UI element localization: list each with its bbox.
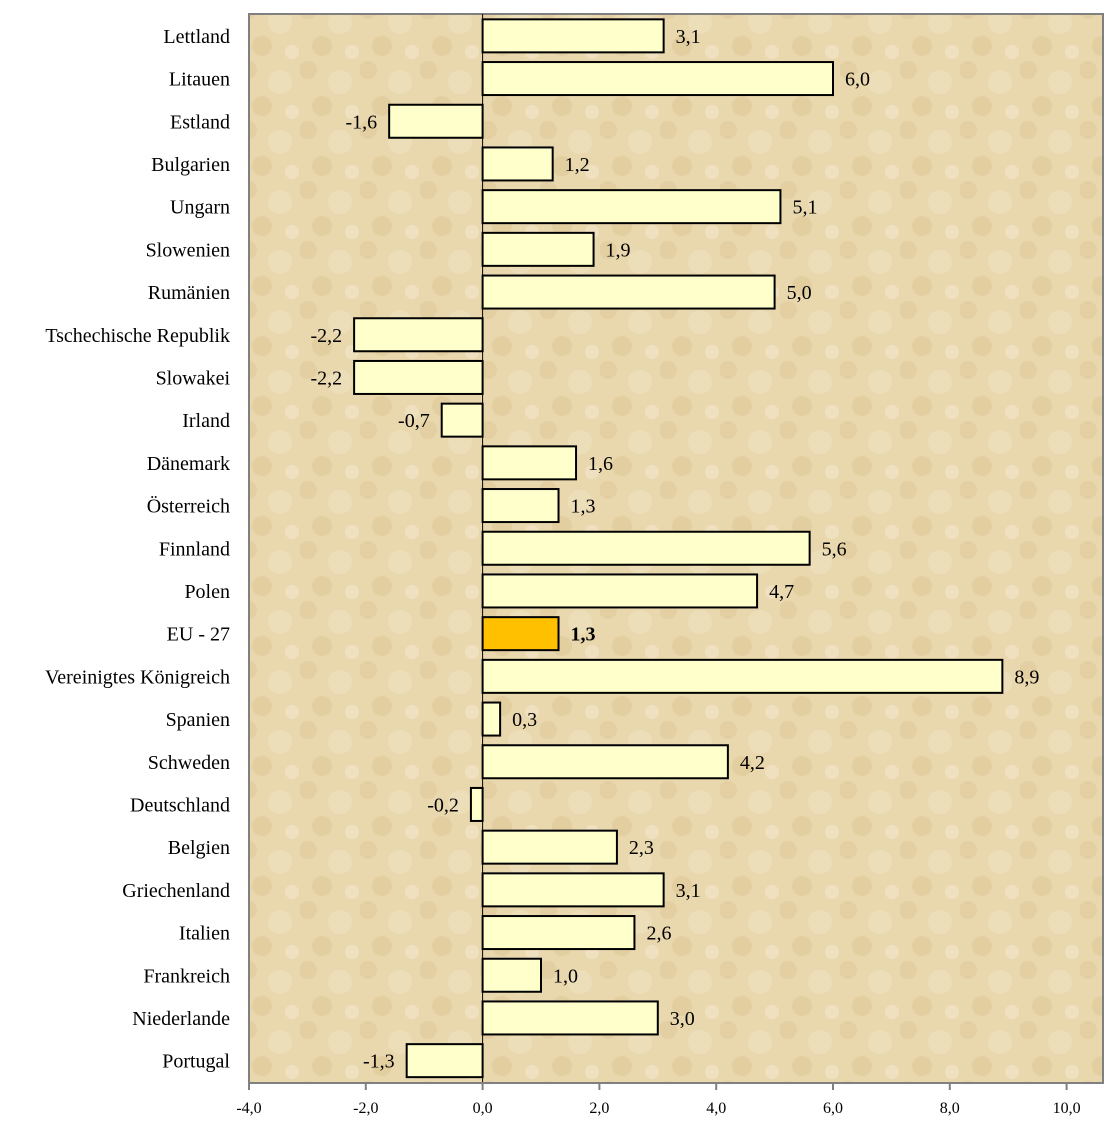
x-tick-label: -4,0 (236, 1100, 261, 1117)
bar-0 (481, 18, 665, 54)
category-label: Dänemark (147, 453, 230, 475)
bar-15 (481, 658, 1004, 694)
bar-20 (481, 872, 665, 908)
category-label: Bulgarien (151, 154, 230, 176)
value-label: 5,6 (822, 538, 847, 560)
category-label: Tschechische Republik (45, 325, 230, 347)
x-tick-label: 10,0 (1053, 1100, 1081, 1117)
x-tick-label: 0,0 (473, 1100, 493, 1117)
value-label: -1,6 (345, 111, 377, 133)
bar-1 (481, 61, 834, 97)
category-labels-group: Lettland Litauen Estland Bulgarien Ungarn Slo… (45, 26, 230, 1073)
value-label: 3,1 (676, 26, 701, 48)
bar-3 (481, 146, 554, 182)
value-label: 3,0 (670, 1008, 695, 1030)
category-label: Belgien (168, 837, 230, 859)
value-label: 1,2 (565, 154, 590, 176)
category-label: Irland (182, 410, 230, 432)
bar-22 (481, 957, 543, 993)
category-label: Rumänien (148, 282, 230, 304)
bar-8 (353, 359, 484, 395)
x-tick-label: 2,0 (589, 1100, 609, 1117)
x-tick-label: 8,0 (940, 1100, 960, 1117)
bar-21 (481, 915, 636, 951)
bar-14 (481, 616, 560, 652)
bar-7 (353, 317, 484, 353)
value-label: -1,3 (363, 1051, 395, 1073)
bar-18 (469, 786, 484, 822)
category-label: Slowenien (146, 239, 230, 261)
bar-19 (481, 829, 618, 865)
category-label: Litauen (169, 69, 230, 91)
value-label: -2,2 (310, 325, 342, 347)
bars-group (353, 18, 1004, 1079)
x-tick-label: -2,0 (353, 1100, 378, 1117)
x-axis: -4,0 -2,0 0,0 2,0 4,0 6,0 8,0 10,0 (236, 1082, 1103, 1117)
value-label: 1,3 (571, 624, 596, 646)
value-labels-group: 3,1 6,0 -1,6 1,2 5,1 1,9 5,0 -2,2 -2,2 -0,7 1,6 1,3… (310, 26, 1039, 1073)
category-label: Frankreich (143, 965, 230, 987)
category-label: Österreich (147, 495, 230, 518)
bar-6 (481, 274, 776, 310)
bar-13 (481, 573, 759, 609)
value-label: -2,2 (310, 367, 342, 389)
bar-24 (405, 1043, 484, 1079)
bar-10 (481, 445, 578, 481)
bar-23 (481, 1000, 659, 1036)
bar-16 (481, 701, 502, 737)
category-label: Spanien (166, 709, 230, 731)
category-label: Niederlande (132, 1008, 230, 1030)
x-tick-label: 4,0 (706, 1100, 726, 1117)
category-label: Slowakei (156, 367, 231, 389)
value-label: 1,3 (571, 496, 596, 518)
bar-2 (388, 103, 484, 139)
category-label: Lettland (163, 26, 230, 48)
value-label: 4,2 (740, 752, 765, 774)
category-label: Portugal (162, 1051, 230, 1073)
value-label: 0,3 (512, 709, 537, 731)
category-label: Schweden (148, 752, 230, 774)
value-label: 1,0 (553, 965, 578, 987)
value-label: 6,0 (845, 69, 870, 91)
value-label: 1,9 (606, 239, 631, 261)
value-label: 3,1 (676, 880, 701, 902)
category-label: Polen (184, 581, 230, 603)
value-label: 1,6 (588, 453, 613, 475)
bar-12 (481, 530, 811, 566)
value-label: 5,0 (787, 282, 812, 304)
x-tick-label: 6,0 (823, 1100, 843, 1117)
bar-4 (481, 189, 782, 225)
bar-11 (481, 488, 560, 524)
value-label: 2,3 (629, 837, 654, 859)
bar-17 (481, 744, 729, 780)
category-label: EU - 27 (167, 624, 230, 646)
value-label: -0,7 (398, 410, 430, 432)
category-label: Deutschland (130, 794, 230, 816)
bar-5 (481, 231, 595, 267)
value-label: 4,7 (769, 581, 794, 603)
category-label: Finnland (159, 538, 230, 560)
category-label: Estland (170, 111, 230, 133)
value-label: -0,2 (427, 794, 459, 816)
category-label: Ungarn (170, 197, 230, 219)
bar-9 (440, 402, 484, 438)
value-label: 2,6 (646, 923, 671, 945)
category-label: Italien (179, 923, 230, 945)
category-label: Griechenland (122, 880, 230, 902)
category-label: Vereinigtes Königreich (45, 666, 230, 688)
value-label: 8,9 (1014, 666, 1039, 688)
value-label: 5,1 (792, 197, 817, 219)
